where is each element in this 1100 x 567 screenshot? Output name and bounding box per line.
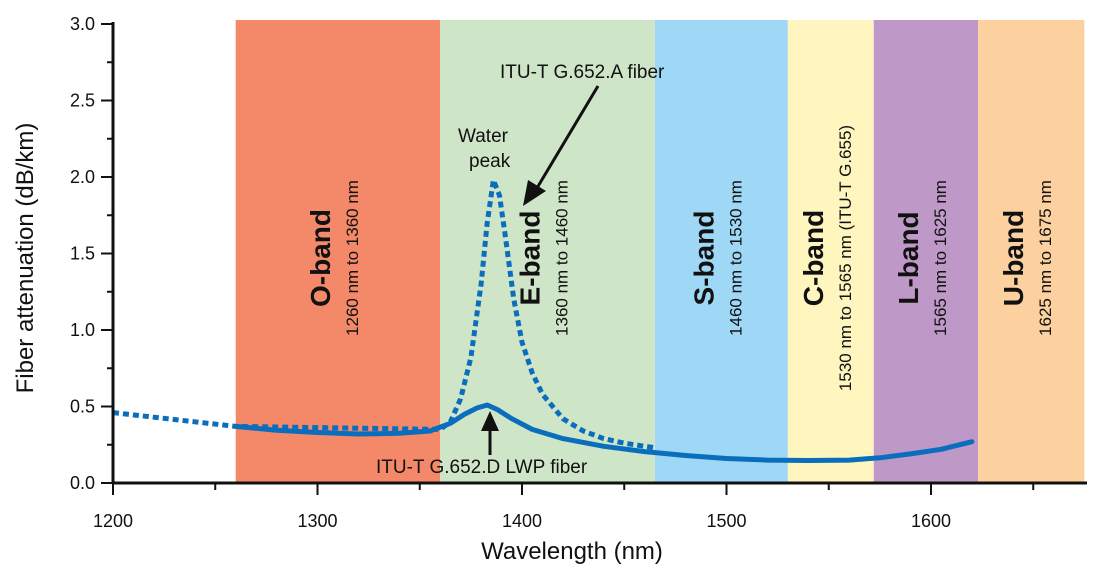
x-tick-label: 1200 bbox=[93, 511, 133, 531]
chart-axes: 0.0 0.5 1.0 1.5 2.0 2.5 3.0 1200 1300 1400 1500 16… bbox=[70, 14, 1087, 531]
x-axis-title: Wavelength (nm) bbox=[481, 538, 663, 565]
water-peak-label-line2: peak bbox=[469, 151, 511, 172]
x-tick-label: 1500 bbox=[706, 511, 746, 531]
band-s-band-region bbox=[654, 20, 788, 483]
band-o-band-range: 1260 nm to 1360 nm bbox=[343, 180, 362, 336]
band-l-band-name: L-band bbox=[893, 211, 924, 304]
band-s-band-name: S-band bbox=[688, 211, 719, 306]
band-l-band-region bbox=[873, 20, 979, 483]
band-s-band-range: 1460 nm to 1530 nm bbox=[726, 180, 745, 336]
band-o-band-region bbox=[235, 20, 441, 483]
g652a-fiber-label: ITU-T G.652.A fiber bbox=[500, 62, 665, 83]
g652d-arrow-head bbox=[481, 411, 499, 431]
annotations: ITU-T G.652.A fiber Water peak ITU-T G.6… bbox=[376, 62, 665, 478]
y-tick-label: 3.0 bbox=[70, 14, 95, 34]
y-tick-label: 2.0 bbox=[70, 167, 95, 187]
attenuation-curves bbox=[112, 177, 975, 463]
x-tick-label: 1300 bbox=[297, 511, 337, 531]
band-c-band-name: C-band bbox=[798, 210, 829, 306]
series-g652a-line bbox=[112, 177, 656, 451]
x-tick-label: 1600 bbox=[911, 511, 951, 531]
y-tick-label: 1.0 bbox=[70, 320, 95, 340]
band-u-band-range: 1625 nm to 1675 nm bbox=[1036, 180, 1055, 336]
y-tick-label: 2.5 bbox=[70, 91, 95, 111]
y-axis-ticks: 0.0 0.5 1.0 1.5 2.0 2.5 3.0 bbox=[70, 14, 113, 493]
water-peak-label-line1: Water bbox=[458, 126, 509, 147]
band-e-band-region bbox=[440, 20, 655, 483]
y-tick-label: 1.5 bbox=[70, 244, 95, 264]
g652a-arrow-line bbox=[535, 85, 600, 189]
band-c-band-region bbox=[787, 20, 874, 483]
band-e-band-range: 1360 nm to 1460 nm bbox=[553, 180, 572, 336]
x-tick-label: 1400 bbox=[502, 511, 542, 531]
series-g652d-line bbox=[233, 402, 975, 463]
y-tick-label: 0.5 bbox=[70, 397, 95, 417]
band-l-band-range: 1565 nm to 1625 nm bbox=[931, 180, 950, 336]
band-u-band-region bbox=[978, 20, 1085, 483]
y-tick-label: 0.0 bbox=[70, 473, 95, 493]
band-o-band-name: O-band bbox=[305, 209, 336, 307]
y-axis-title: Fiber attenuation (dB/km) bbox=[12, 123, 39, 394]
band-u-band-name: U-band bbox=[998, 210, 1029, 306]
wavelength-bands: O-band 1260 nm to 1360 nm E-band 1360 nm to… bbox=[235, 20, 1085, 483]
g652a-arrow-head bbox=[523, 180, 546, 206]
band-c-band-range: 1530 nm to 1565 nm (ITU-T G.655) bbox=[836, 125, 855, 391]
x-axis-ticks: 1200 1300 1400 1500 1600 bbox=[93, 483, 1035, 531]
g652d-fiber-label: ITU-T G.652.D LWP fiber bbox=[376, 457, 588, 478]
band-e-band-name: E-band bbox=[515, 211, 546, 306]
